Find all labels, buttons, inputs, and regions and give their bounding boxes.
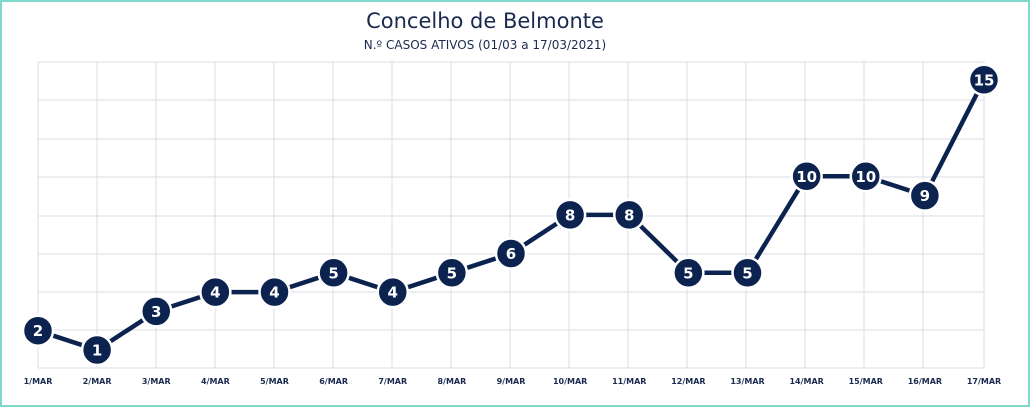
x-tick-label: 2/MAR	[83, 377, 112, 386]
data-point-10/MAR	[553, 198, 587, 232]
data-label: 10	[855, 168, 876, 186]
x-tick-label: 1/MAR	[24, 377, 53, 386]
x-tick-label: 6/MAR	[319, 377, 348, 386]
data-label: 5	[683, 264, 693, 282]
data-point-3/MAR	[140, 295, 173, 328]
series-line-group	[35, 77, 987, 353]
data-point-17/MAR	[967, 63, 1001, 97]
x-tick-label: 15/MAR	[849, 377, 883, 386]
data-label: 5	[742, 264, 752, 282]
data-point-2/MAR	[80, 333, 114, 367]
x-tick-label: 11/MAR	[612, 377, 646, 386]
data-label: 4	[210, 284, 220, 302]
data-label: 1	[92, 342, 102, 360]
data-label: 3	[151, 303, 161, 321]
x-tick-label: 14/MAR	[789, 377, 823, 386]
data-label: 10	[796, 168, 817, 186]
data-point-4/MAR	[199, 275, 232, 309]
data-point-9/MAR	[494, 237, 528, 270]
data-point-12/MAR	[672, 256, 705, 290]
chart-subtitle: N.º CASOS ATIVOS (01/03 a 17/03/2021)	[363, 38, 607, 52]
data-label: 15	[974, 71, 995, 89]
data-point-5/MAR	[258, 275, 291, 309]
x-tick-label: 13/MAR	[730, 377, 764, 386]
x-tick-label: 5/MAR	[260, 377, 289, 386]
data-point-6/MAR	[317, 256, 350, 290]
data-point-15/MAR	[849, 160, 882, 193]
x-tick-label: 8/MAR	[437, 377, 466, 386]
x-tick-label: 9/MAR	[497, 377, 526, 386]
x-tick-label: 16/MAR	[908, 377, 942, 386]
data-points: 2 1 3 4 4 5 4 5 6 8 8 5 5 10 10 9 15	[21, 63, 1001, 367]
x-tick-label: 7/MAR	[378, 377, 407, 386]
x-tick-label: 10/MAR	[553, 377, 587, 386]
data-label: 5	[328, 264, 338, 282]
chart-title: Concelho de Belmonte	[366, 9, 604, 33]
x-tick-label: 3/MAR	[142, 377, 171, 386]
x-axis-labels: 1/MAR 2/MAR 3/MAR 4/MAR 5/MAR 6/MAR 7/MAR 8/MAR…	[24, 377, 1002, 386]
data-point-14/MAR	[790, 160, 823, 193]
data-label: 5	[447, 264, 457, 282]
x-tick-label: 4/MAR	[201, 377, 230, 386]
data-label: 6	[506, 245, 516, 263]
data-label: 4	[269, 284, 279, 302]
x-tick-label: 12/MAR	[671, 377, 705, 386]
data-point-13/MAR	[731, 256, 764, 290]
data-label: 8	[624, 206, 634, 224]
data-label: 8	[565, 206, 575, 224]
data-label: 4	[388, 284, 398, 302]
data-point-1/MAR	[21, 314, 55, 347]
data-point-7/MAR	[376, 275, 409, 309]
data-point-16/MAR	[908, 179, 942, 212]
data-label: 9	[920, 187, 930, 205]
series-line	[35, 77, 987, 353]
data-point-11/MAR	[613, 198, 646, 232]
data-point-8/MAR	[435, 256, 469, 290]
x-tick-label: 17/MAR	[967, 377, 1001, 386]
grid	[37, 61, 985, 369]
data-label: 2	[33, 322, 43, 340]
